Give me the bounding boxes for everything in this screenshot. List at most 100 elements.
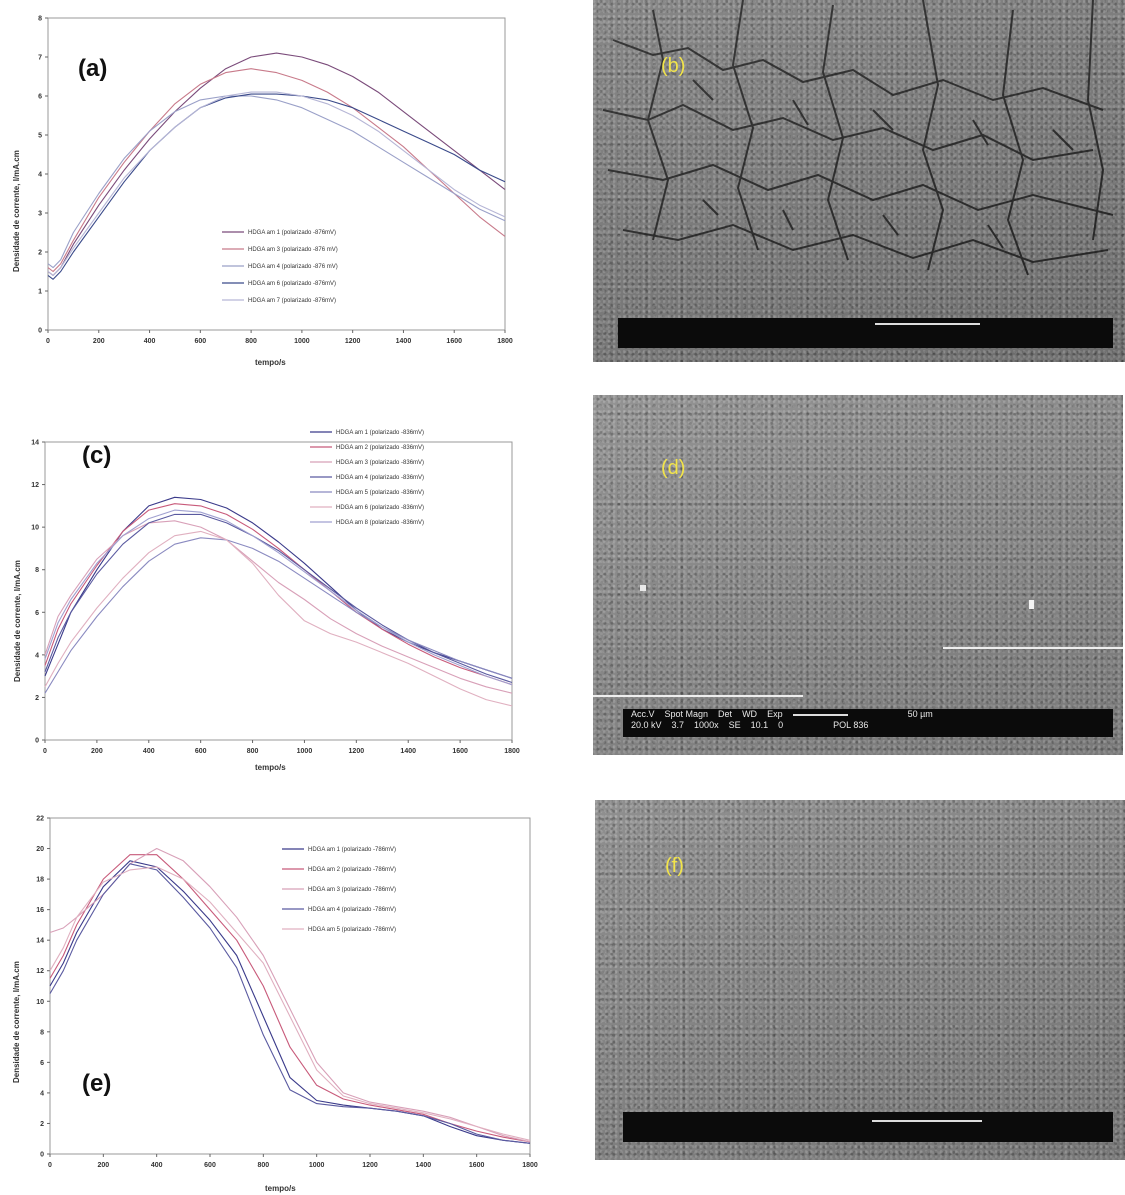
x-tick-label: 1600 — [452, 748, 468, 755]
x-tick-label: 1400 — [396, 338, 412, 345]
series-line-7 — [44, 509, 513, 686]
x-tick-label: 0 — [43, 748, 47, 755]
y-tick-label: 0 — [38, 328, 42, 335]
x-tick-label: 600 — [194, 338, 206, 345]
legend-entry-6: HDGA am 6 (polarizado -836mV) — [336, 505, 424, 511]
sem-f-scale-bar — [872, 1120, 982, 1122]
x-tick-label: 1000 — [297, 748, 313, 755]
y-tick-label: 0 — [35, 738, 39, 745]
sem-image-d: (d) Acc.V Spot Magn Det WD Exp 50 µm 20.… — [593, 395, 1123, 755]
legend-entry-5: HDGA am 5 (polarizado -836mV) — [336, 490, 424, 496]
x-tick-label: 600 — [204, 1162, 216, 1169]
series-line-2 — [44, 503, 513, 686]
sem-d-header-det: Det — [718, 709, 733, 719]
legend-entry-1: HDGA am 1 (polarizado -836mV) — [336, 430, 424, 436]
sem-d-value-det: SE — [728, 720, 741, 730]
series-line-3 — [44, 520, 513, 694]
sem-b-info-bar — [618, 318, 1113, 348]
sem-d-header-spot: Spot Magn — [664, 709, 709, 719]
panel-label-c: (c) — [82, 442, 112, 469]
x-tick-label: 600 — [195, 748, 207, 755]
y-tick-label: 8 — [40, 1029, 44, 1036]
x-tick-label: 800 — [245, 338, 257, 345]
sem-d-value-exp: 0 — [778, 720, 784, 730]
y-tick-label: 22 — [36, 816, 44, 823]
legend-entry-2: HDGA am 2 (polarizado -786mV) — [308, 867, 396, 873]
x-tick-label: 1200 — [349, 748, 365, 755]
x-tick-label: 1400 — [400, 748, 416, 755]
panel-label-f: (f) — [665, 855, 684, 877]
plot-frame — [44, 441, 513, 741]
x-tick-label: 800 — [247, 748, 259, 755]
y-tick-label: 2 — [40, 1121, 44, 1128]
sem-f-info-bar — [623, 1112, 1113, 1142]
panel-label-d: (d) — [661, 457, 686, 479]
x-tick-label: 1800 — [497, 338, 513, 345]
sem-d-header-accv: Acc.V — [631, 709, 655, 719]
x-tick-label: 0 — [46, 338, 50, 345]
chart-e-ylabel: Densidade de corrente, I/mA.cm — [12, 961, 21, 1083]
sem-d-header-exp: Exp — [767, 709, 783, 719]
legend-entry-4: HDGA am 4 (polarizado -786mV) — [308, 907, 396, 913]
series-line-1 — [47, 52, 506, 276]
sem-d-value-magn: 1000x — [694, 720, 719, 730]
y-tick-label: 20 — [36, 846, 44, 853]
x-tick-label: 1000 — [309, 1162, 325, 1169]
x-tick-label: 400 — [143, 748, 155, 755]
y-tick-label: 18 — [36, 877, 44, 884]
y-tick-label: 12 — [36, 968, 44, 975]
x-tick-label: 1000 — [294, 338, 310, 345]
sem-d-values-row: 20.0 kV 3.7 1000x SE 10.1 0 POL 836 — [623, 720, 1113, 731]
series-line-4 — [44, 513, 513, 684]
chart-a: 0 1 2 3 4 5 6 7 8 0 200 400 600 800 1000 1200 1400 1600 18… — [0, 0, 520, 380]
x-tick-label: 1600 — [446, 338, 462, 345]
sem-d-scale-label: 50 µm — [907, 709, 933, 719]
panel-label-b: (b) — [661, 55, 686, 77]
series-line-2 — [49, 854, 531, 1143]
panel-label-e: (e) — [82, 1070, 112, 1097]
chart-e: 0 2 4 6 8 10 12 14 16 18 20 22 0 200 400 600 800 1000 1200… — [0, 808, 540, 1195]
x-tick-label: 800 — [257, 1162, 269, 1169]
legend-entry-3: HDGA am 3 (polarizado -836mV) — [336, 460, 424, 466]
chart-a-ylabel: Densidade de corrente, I/mA.cm — [12, 150, 21, 272]
sem-d-inset-line — [943, 647, 1123, 649]
sem-image-f: (f) — [595, 800, 1125, 1160]
chart-c: 0 2 4 6 8 10 12 14 0 200 400 600 800 1000 1200 1400 1600… — [0, 420, 520, 780]
x-tick-label: 0 — [48, 1162, 52, 1169]
y-tick-label: 6 — [38, 94, 42, 101]
legend-entry-5: HDGA am 7 (polarizado -876mV) — [248, 298, 336, 304]
y-tick-label: 10 — [36, 999, 44, 1006]
series-line-4 — [49, 863, 531, 1144]
legend-entry-2: HDGA am 2 (polarizado -836mV) — [336, 445, 424, 451]
sem-d-border-line — [593, 695, 803, 697]
legend-entry-4: HDGA am 6 (polarizado -876mV) — [248, 281, 336, 287]
y-tick-label: 2 — [35, 695, 39, 702]
y-tick-label: 6 — [40, 1060, 44, 1067]
chart-a-xlabel: tempo/s — [255, 358, 286, 367]
sem-d-value-id: POL 836 — [833, 720, 869, 730]
legend-entry-1: HDGA am 1 (polarizado -876mV) — [248, 230, 336, 236]
sem-d-header-wd: WD — [742, 709, 758, 719]
sem-d-header-row: Acc.V Spot Magn Det WD Exp 50 µm — [623, 709, 1113, 720]
sem-d-bright-spot — [640, 585, 646, 591]
chart-e-svg: 0 2 4 6 8 10 12 14 16 18 20 22 0 200 400 600 800 1000 1200… — [36, 816, 538, 1170]
y-tick-label: 10 — [31, 525, 39, 532]
legend-entry-1: HDGA am 1 (polarizado -786mV) — [308, 847, 396, 853]
chart-e-xlabel: tempo/s — [265, 1184, 296, 1193]
x-tick-label: 1200 — [345, 338, 361, 345]
x-tick-label: 1800 — [522, 1162, 538, 1169]
sem-d-value-kv: 20.0 kV — [631, 720, 662, 730]
chart-c-svg: 0 2 4 6 8 10 12 14 0 200 400 600 800 1000 1200 1400 1600… — [31, 430, 520, 755]
y-tick-label: 4 — [35, 652, 39, 659]
y-tick-label: 4 — [38, 172, 42, 179]
series-line-3 — [47, 95, 506, 269]
y-tick-label: 16 — [36, 907, 44, 914]
x-tick-label: 400 — [144, 338, 156, 345]
x-tick-label: 1200 — [362, 1162, 378, 1169]
x-tick-label: 1600 — [469, 1162, 485, 1169]
y-tick-label: 4 — [40, 1090, 44, 1097]
series-line-2 — [47, 68, 506, 273]
sem-d-bright-spot — [1029, 600, 1034, 609]
sem-d-scale-bar — [792, 714, 848, 716]
x-tick-label: 1400 — [416, 1162, 432, 1169]
